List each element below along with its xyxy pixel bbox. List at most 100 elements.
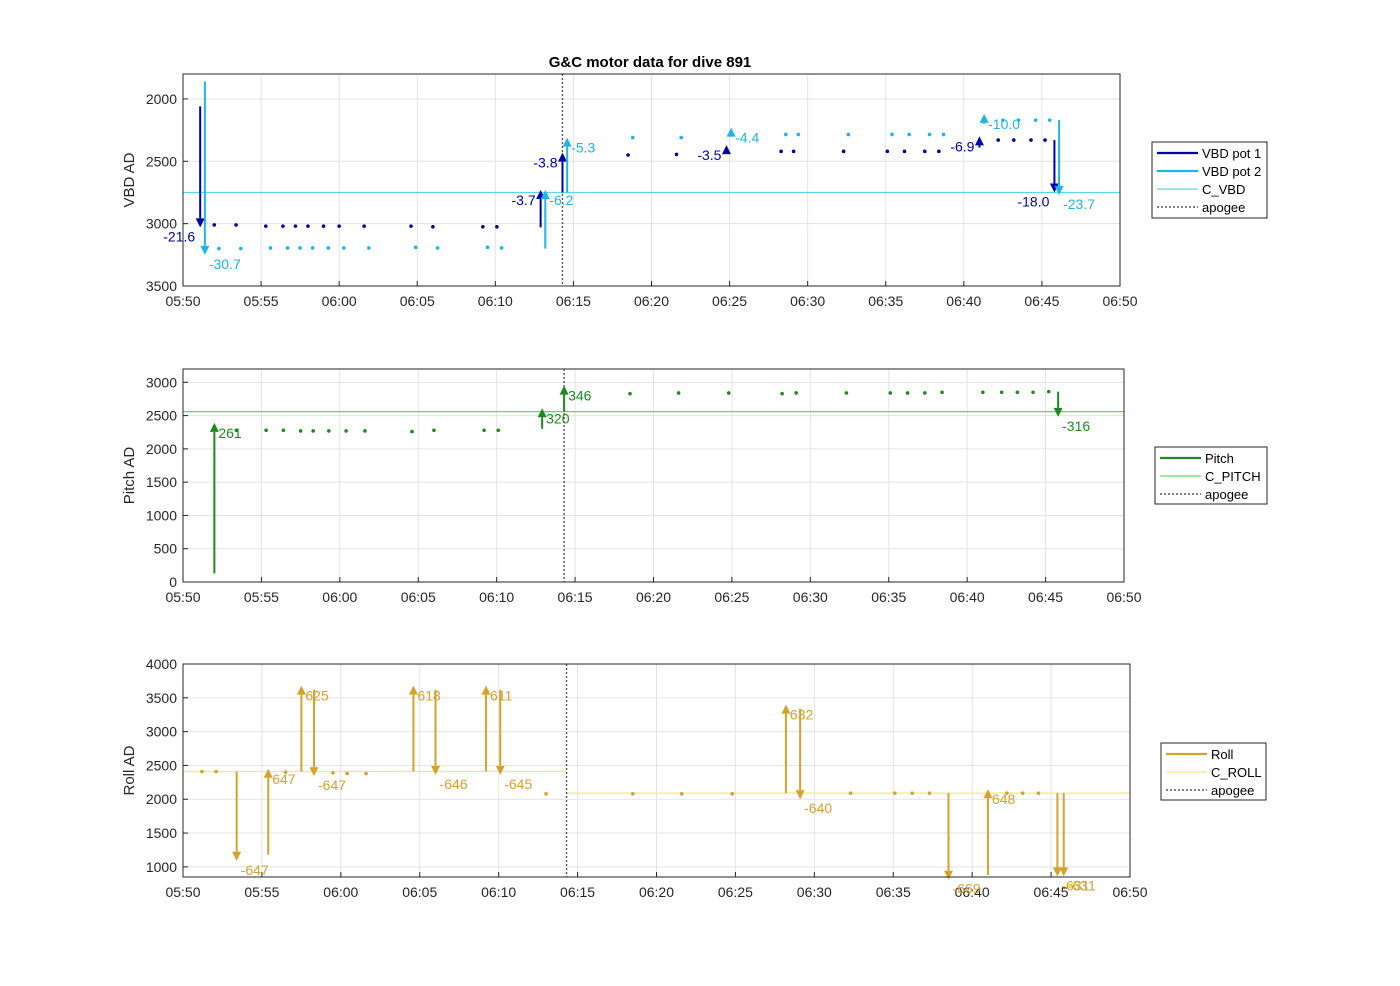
- figure-title: G&C motor data for dive 891: [549, 54, 752, 71]
- data-point: [321, 224, 326, 228]
- x-tick-label: 06:40: [946, 293, 981, 309]
- data-point: [905, 391, 910, 395]
- x-tick-label: 05:55: [244, 884, 279, 900]
- move-label: -10.0: [988, 116, 1020, 132]
- move-label: -3.5: [697, 147, 721, 163]
- move-arrow-head: [431, 765, 441, 775]
- data-point: [888, 391, 893, 395]
- panel-2: 05:50 05:55 06:00 06:05 06:10 06:15 06:20 06:25…: [121, 368, 1268, 605]
- y-tick-label: 500: [154, 541, 178, 557]
- move-arrow-head: [562, 137, 572, 147]
- x-tick-label: 06:25: [712, 293, 747, 309]
- x-tick-label: 06:15: [556, 293, 591, 309]
- move-arrow-head: [296, 685, 306, 695]
- data-point: [281, 428, 286, 433]
- data-point: [893, 791, 897, 795]
- axes-frame: [182, 368, 1125, 583]
- data-point: [779, 149, 783, 154]
- data-point: [364, 771, 368, 776]
- data-point: [481, 224, 485, 229]
- data-point: [927, 132, 932, 137]
- legend-entry: apogee: [1211, 783, 1254, 798]
- data-point: [940, 390, 944, 395]
- move-arrow-head: [263, 768, 273, 778]
- data-point: [1046, 389, 1051, 394]
- move-arrow-head: [795, 790, 805, 800]
- data-point: [268, 246, 273, 250]
- move-label: 648: [992, 791, 1016, 807]
- x-tick-label: 06:45: [1024, 293, 1059, 309]
- data-point: [628, 391, 632, 396]
- data-point: [496, 428, 501, 433]
- x-tick-label: 05:55: [244, 293, 279, 309]
- data-point: [435, 246, 440, 250]
- data-point: [298, 246, 302, 250]
- data-point: [907, 132, 911, 137]
- x-tick-label: 06:20: [634, 293, 669, 309]
- data-point: [214, 769, 218, 774]
- move-arrow-head: [1049, 183, 1059, 193]
- data-point: [432, 428, 436, 433]
- y-tick-label: 2500: [146, 408, 177, 424]
- data-point: [631, 792, 635, 796]
- data-point: [200, 769, 204, 774]
- data-point: [846, 132, 851, 137]
- y-axis-label: Roll AD: [121, 745, 138, 795]
- data-point: [485, 245, 490, 250]
- move-label: -316: [1062, 418, 1090, 434]
- data-point: [910, 791, 914, 795]
- data-point: [431, 224, 435, 229]
- x-tick-label: 05:50: [165, 589, 200, 605]
- data-point: [1001, 118, 1005, 122]
- y-tick-label: 3500: [146, 278, 177, 294]
- move-arrow-head: [1053, 407, 1063, 417]
- move-arrow-head: [481, 685, 491, 695]
- move-arrow-head: [721, 145, 731, 155]
- x-tick-label: 06:35: [871, 589, 906, 605]
- data-point: [212, 223, 217, 227]
- data-point: [780, 391, 784, 396]
- y-tick-label: 2000: [146, 91, 177, 107]
- x-tick-label: 05:55: [244, 589, 279, 605]
- data-point: [1016, 118, 1021, 122]
- x-tick-label: 06:20: [636, 589, 671, 605]
- data-point: [344, 429, 348, 433]
- legend-entry: VBD pot 2: [1202, 164, 1261, 179]
- data-point: [923, 391, 927, 395]
- data-point: [410, 429, 414, 434]
- legend-entry: Roll: [1211, 747, 1234, 762]
- x-tick-label: 06:30: [793, 589, 828, 605]
- move-arrow-head: [540, 189, 550, 199]
- data-point: [1029, 138, 1033, 142]
- data-point: [345, 771, 349, 776]
- legend-entry: VBD pot 1: [1202, 146, 1261, 161]
- y-tick-label: 2500: [146, 757, 177, 773]
- move-arrow-head: [1052, 867, 1062, 877]
- data-point: [281, 224, 285, 228]
- data-point: [626, 153, 630, 157]
- legend-box: [1151, 141, 1268, 219]
- move-arrow-head: [974, 136, 984, 146]
- data-point: [217, 246, 221, 251]
- move-arrow-head: [495, 765, 505, 775]
- data-point: [362, 224, 366, 228]
- data-point: [363, 429, 367, 433]
- legend-entry: apogee: [1202, 200, 1245, 215]
- x-tick-label: 06:05: [402, 884, 437, 900]
- move-arrow-head: [559, 385, 569, 395]
- data-point: [293, 224, 298, 228]
- data-point: [730, 792, 735, 796]
- move-label: -645: [504, 776, 532, 792]
- data-point: [409, 224, 413, 228]
- x-tick-label: 06:50: [1102, 293, 1137, 309]
- data-point: [791, 149, 796, 154]
- data-point: [495, 224, 499, 229]
- move-label: 320: [546, 410, 570, 426]
- y-tick-label: 1500: [146, 474, 177, 490]
- move-label: -669: [952, 881, 980, 897]
- data-point: [794, 391, 799, 395]
- data-point: [327, 429, 331, 433]
- x-tick-label: 05:50: [165, 293, 200, 309]
